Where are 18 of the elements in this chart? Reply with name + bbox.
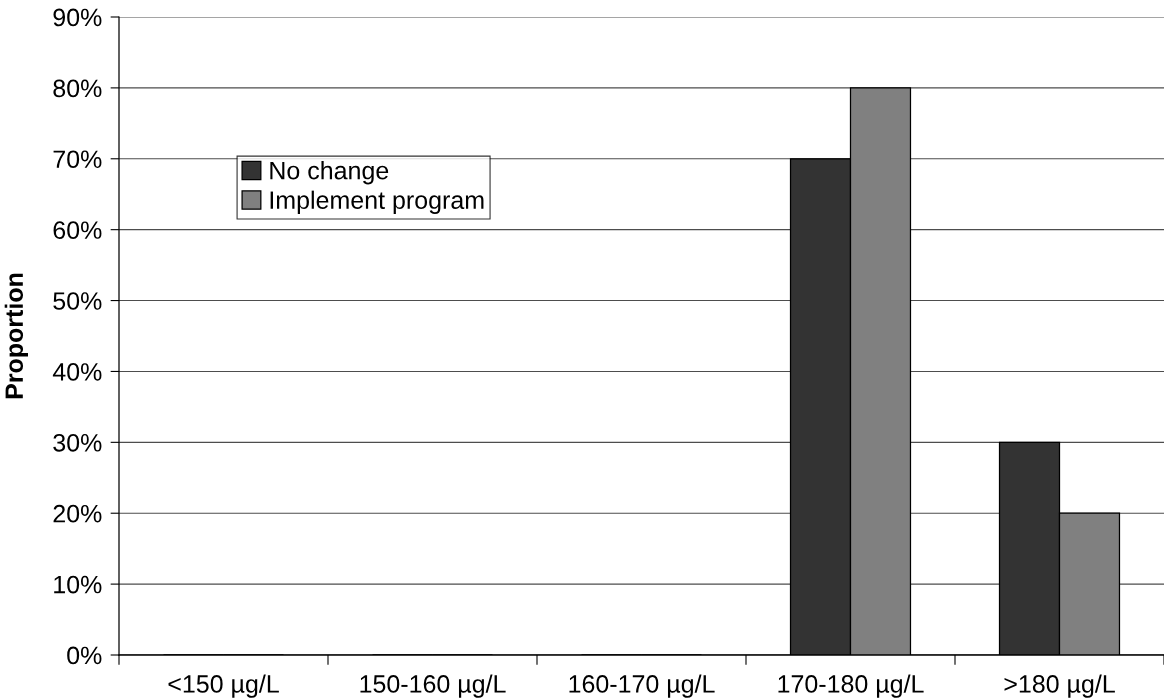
y-tick-label: 70% <box>53 150 102 169</box>
y-tick-label: 10% <box>54 575 102 594</box>
legend-label: Implement program <box>270 190 484 214</box>
legend-label: No change <box>270 161 389 185</box>
y-tick-label: 60% <box>53 221 102 239</box>
y-axis-title: Proportion <box>4 273 28 399</box>
y-tick-label: 20% <box>53 504 102 523</box>
x-tick-label: <150 µg/L <box>168 674 279 698</box>
y-tick-label: 30% <box>53 433 102 452</box>
y-tick-label: 0% <box>67 646 102 665</box>
y-tick-label: 40% <box>52 363 102 381</box>
y-tick-label: 80% <box>53 79 102 98</box>
y-tick-label: 90% <box>53 8 102 27</box>
y-tick-label: 50% <box>53 292 102 310</box>
x-tick-label: 170-180 µg/L <box>778 674 924 698</box>
x-tick-label: >180 µg/L <box>1004 674 1115 698</box>
x-tick-label: 150-160 µg/L <box>360 674 506 698</box>
x-tick-label: 160-170 µg/L <box>569 674 715 698</box>
